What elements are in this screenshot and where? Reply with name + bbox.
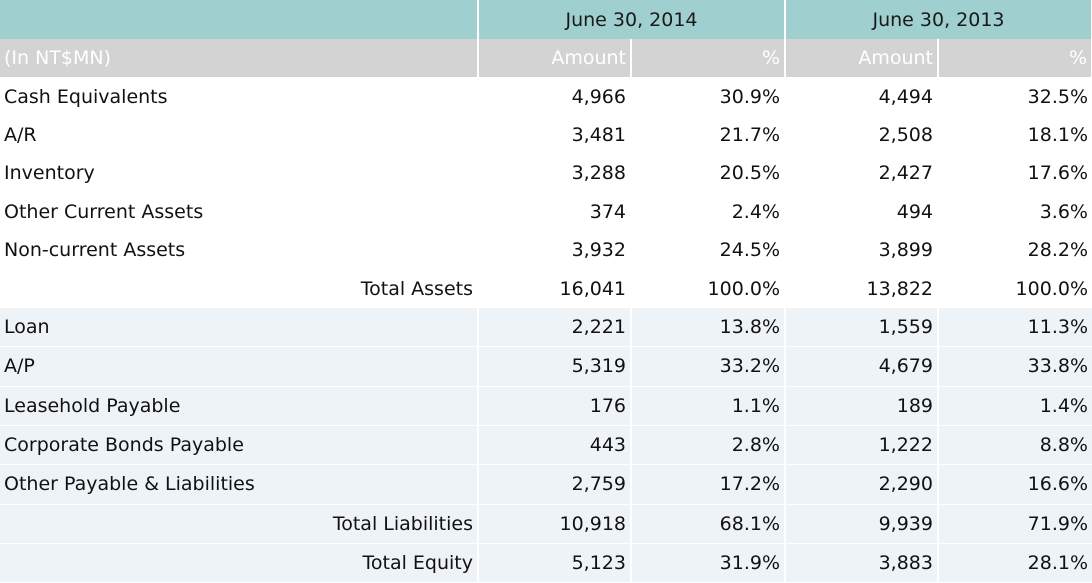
amount-2014-cell: 374 — [478, 192, 632, 231]
amount-2014-cell: 3,932 — [478, 230, 632, 270]
row-label: A/P — [0, 346, 479, 387]
amount-2014-cell: 176 — [478, 386, 632, 426]
percent-2014-cell: 21.7% — [631, 115, 786, 155]
percent-2014-cell: 1.1% — [631, 386, 786, 426]
total-liabilities-label: Total Liabilities — [0, 504, 479, 545]
amount-2014-cell: 2,759 — [478, 464, 632, 505]
column-header-row: (In NT$MN) Amount % Amount % — [0, 39, 1092, 78]
percent-2013-cell: 33.8% — [938, 346, 1092, 387]
amount-2013-cell: 2,290 — [785, 464, 939, 505]
table-row: A/R 3,481 21.7% 2,508 18.1% — [0, 115, 1092, 155]
amount-2014-cell: 4,966 — [478, 77, 632, 116]
percent-2014-cell: 30.9% — [631, 77, 786, 116]
percent-2013-header: % — [938, 39, 1092, 78]
amount-2013-cell: 3,899 — [785, 230, 939, 270]
percent-2014-cell: 2.4% — [631, 192, 786, 231]
percent-2014-cell: 20.5% — [631, 154, 786, 193]
amount-2013-cell: 3,883 — [785, 543, 939, 583]
amount-2013-header: Amount — [785, 39, 939, 78]
amount-2013-cell: 4,679 — [785, 346, 939, 387]
amount-2013-cell: 13,822 — [785, 269, 939, 308]
percent-2013-cell: 18.1% — [938, 115, 1092, 155]
unit-label: (In NT$MN) — [0, 39, 479, 78]
amount-2014-cell: 443 — [478, 425, 632, 466]
table-row: Other Payable & Liabilities 2,759 17.2% … — [0, 464, 1092, 505]
total-assets-row: Total Assets 16,041 100.0% 13,822 100.0% — [0, 269, 1092, 308]
table-row: Loan 2,221 13.8% 1,559 11.3% — [0, 307, 1092, 348]
amount-2014-cell: 16,041 — [478, 269, 632, 308]
percent-2013-cell: 8.8% — [938, 425, 1092, 466]
amount-2013-cell: 9,939 — [785, 504, 939, 545]
row-label: Other Current Assets — [0, 192, 479, 231]
period-header-row: June 30, 2014 June 30, 2013 — [0, 0, 1092, 39]
percent-2013-cell: 71.9% — [938, 504, 1092, 545]
percent-2013-cell: 3.6% — [938, 192, 1092, 231]
percent-2014-cell: 17.2% — [631, 464, 786, 505]
percent-2013-cell: 100.0% — [938, 269, 1092, 308]
amount-2014-cell: 10,918 — [478, 504, 632, 545]
percent-2013-cell: 16.6% — [938, 464, 1092, 505]
percent-2013-cell: 17.6% — [938, 154, 1092, 193]
amount-2013-cell: 4,494 — [785, 77, 939, 116]
amount-2014-cell: 2,221 — [478, 307, 632, 348]
row-label: Other Payable & Liabilities — [0, 464, 479, 505]
percent-2014-header: % — [631, 39, 786, 78]
percent-2014-cell: 2.8% — [631, 425, 786, 466]
table-row: A/P 5,319 33.2% 4,679 33.8% — [0, 346, 1092, 387]
percent-2014-cell: 100.0% — [631, 269, 786, 308]
header-blank-cell — [0, 0, 479, 39]
row-label: Inventory — [0, 154, 479, 193]
percent-2013-cell: 1.4% — [938, 386, 1092, 426]
row-label: Cash Equivalents — [0, 77, 479, 116]
amount-2014-cell: 5,123 — [478, 543, 632, 583]
amount-2014-header: Amount — [478, 39, 632, 78]
percent-2013-cell: 32.5% — [938, 77, 1092, 116]
row-label: Loan — [0, 307, 479, 348]
row-label: A/R — [0, 115, 479, 155]
row-label: Corporate Bonds Payable — [0, 425, 479, 466]
percent-2013-cell: 28.1% — [938, 543, 1092, 583]
table-row: Corporate Bonds Payable 443 2.8% 1,222 8… — [0, 425, 1092, 466]
period-2013-header: June 30, 2013 — [785, 0, 1092, 39]
percent-2014-cell: 24.5% — [631, 230, 786, 270]
row-label: Non-current Assets — [0, 230, 479, 270]
percent-2014-cell: 68.1% — [631, 504, 786, 545]
table-row: Cash Equivalents 4,966 30.9% 4,494 32.5% — [0, 77, 1092, 116]
table-row: Other Current Assets 374 2.4% 494 3.6% — [0, 192, 1092, 231]
amount-2014-cell: 3,481 — [478, 115, 632, 155]
percent-2013-cell: 28.2% — [938, 230, 1092, 270]
table-row: Inventory 3,288 20.5% 2,427 17.6% — [0, 154, 1092, 193]
table-row: Leasehold Payable 176 1.1% 189 1.4% — [0, 386, 1092, 426]
amount-2014-cell: 3,288 — [478, 154, 632, 193]
amount-2013-cell: 1,559 — [785, 307, 939, 348]
amount-2013-cell: 189 — [785, 386, 939, 426]
total-liabilities-row: Total Liabilities 10,918 68.1% 9,939 71.… — [0, 504, 1092, 545]
amount-2014-cell: 5,319 — [478, 346, 632, 387]
total-equity-label: Total Equity — [0, 543, 479, 583]
amount-2013-cell: 494 — [785, 192, 939, 231]
amount-2013-cell: 2,427 — [785, 154, 939, 193]
percent-2014-cell: 31.9% — [631, 543, 786, 583]
total-assets-label: Total Assets — [0, 269, 479, 308]
amount-2013-cell: 1,222 — [785, 425, 939, 466]
percent-2014-cell: 33.2% — [631, 346, 786, 387]
amount-2013-cell: 2,508 — [785, 115, 939, 155]
row-label: Leasehold Payable — [0, 386, 479, 426]
period-2014-header: June 30, 2014 — [478, 0, 786, 39]
percent-2014-cell: 13.8% — [631, 307, 786, 348]
table-row: Non-current Assets 3,932 24.5% 3,899 28.… — [0, 230, 1092, 270]
total-equity-row: Total Equity 5,123 31.9% 3,883 28.1% — [0, 543, 1092, 583]
percent-2013-cell: 11.3% — [938, 307, 1092, 348]
